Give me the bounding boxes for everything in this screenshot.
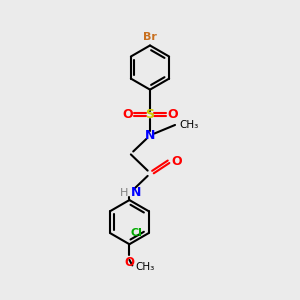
Text: O: O	[171, 155, 182, 168]
Text: CH₃: CH₃	[135, 262, 154, 272]
Text: CH₃: CH₃	[179, 120, 199, 130]
Text: N: N	[131, 186, 141, 199]
Text: O: O	[167, 108, 178, 121]
Text: Br: Br	[143, 32, 157, 42]
Text: H: H	[119, 188, 128, 198]
Text: S: S	[146, 108, 154, 121]
Text: O: O	[122, 108, 133, 121]
Text: O: O	[124, 256, 134, 269]
Text: Cl: Cl	[131, 228, 142, 238]
Text: N: N	[145, 129, 155, 142]
